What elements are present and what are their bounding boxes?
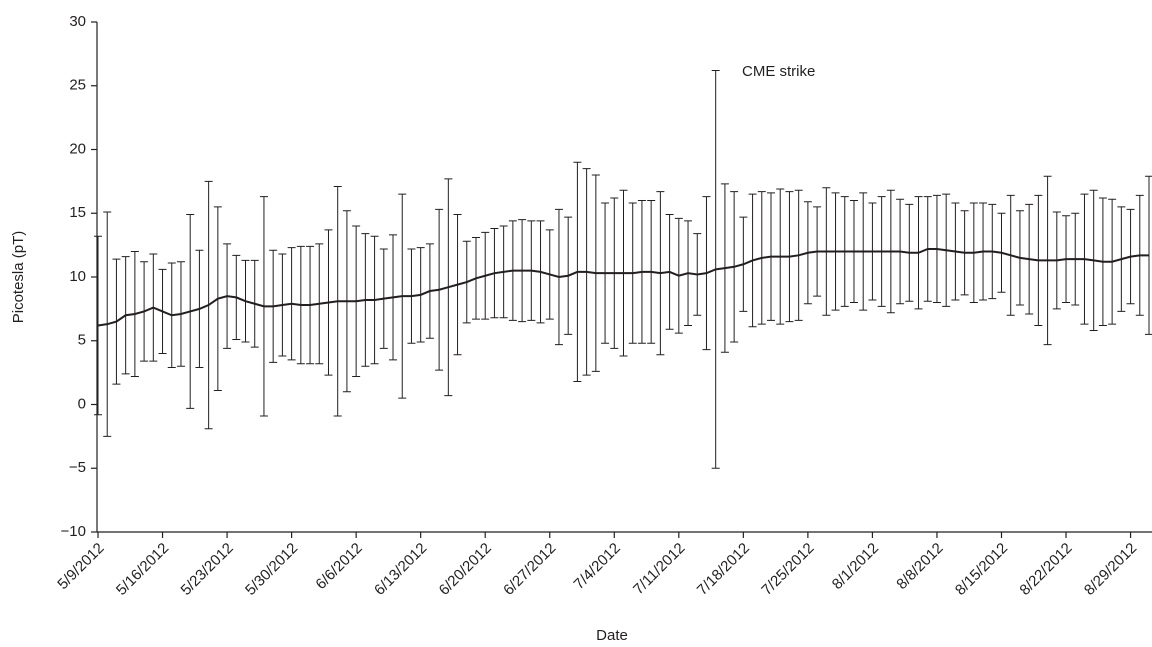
x-tick-label: 7/18/2012 [694, 540, 753, 599]
x-tick-label: 5/16/2012 [113, 540, 172, 599]
x-tick-label: 5/23/2012 [177, 540, 236, 599]
y-tick-label: 10 [69, 268, 86, 285]
annotation: CME strike [742, 63, 815, 80]
y-tick-label: 30 [69, 13, 86, 30]
x-tick-label: 6/13/2012 [371, 540, 430, 599]
y-axis-title: Picotesla (pT) [10, 231, 27, 324]
y-tick-label: 15 [69, 204, 86, 221]
y-tick-label: −5 [69, 459, 86, 476]
y-tick-label: 5 [78, 332, 86, 349]
y-tick-label: 25 [69, 77, 86, 94]
x-tick-label: 5/9/2012 [54, 540, 107, 593]
x-tick-label: 8/8/2012 [893, 540, 946, 593]
x-tick-label: 8/15/2012 [952, 540, 1011, 599]
x-tick-label: 6/20/2012 [436, 540, 495, 599]
y-tick-label: −10 [61, 523, 86, 540]
y-tick-label: 0 [78, 395, 86, 412]
x-tick-label: 8/1/2012 [829, 540, 882, 593]
x-tick-label: 8/22/2012 [1016, 540, 1075, 599]
x-tick-label: 5/30/2012 [242, 540, 301, 599]
x-tick-label: 7/11/2012 [630, 540, 688, 598]
x-tick-label: 8/29/2012 [1081, 540, 1140, 599]
line [97, 247, 1149, 327]
y-tick-label: 20 [69, 140, 86, 157]
x-tick-label: 6/27/2012 [500, 540, 559, 599]
x-axis-title: Date [596, 627, 628, 644]
x-tick-label: 6/6/2012 [312, 540, 365, 593]
x-tick-label: 7/4/2012 [571, 540, 624, 593]
x-tick-label: 7/25/2012 [758, 540, 817, 599]
